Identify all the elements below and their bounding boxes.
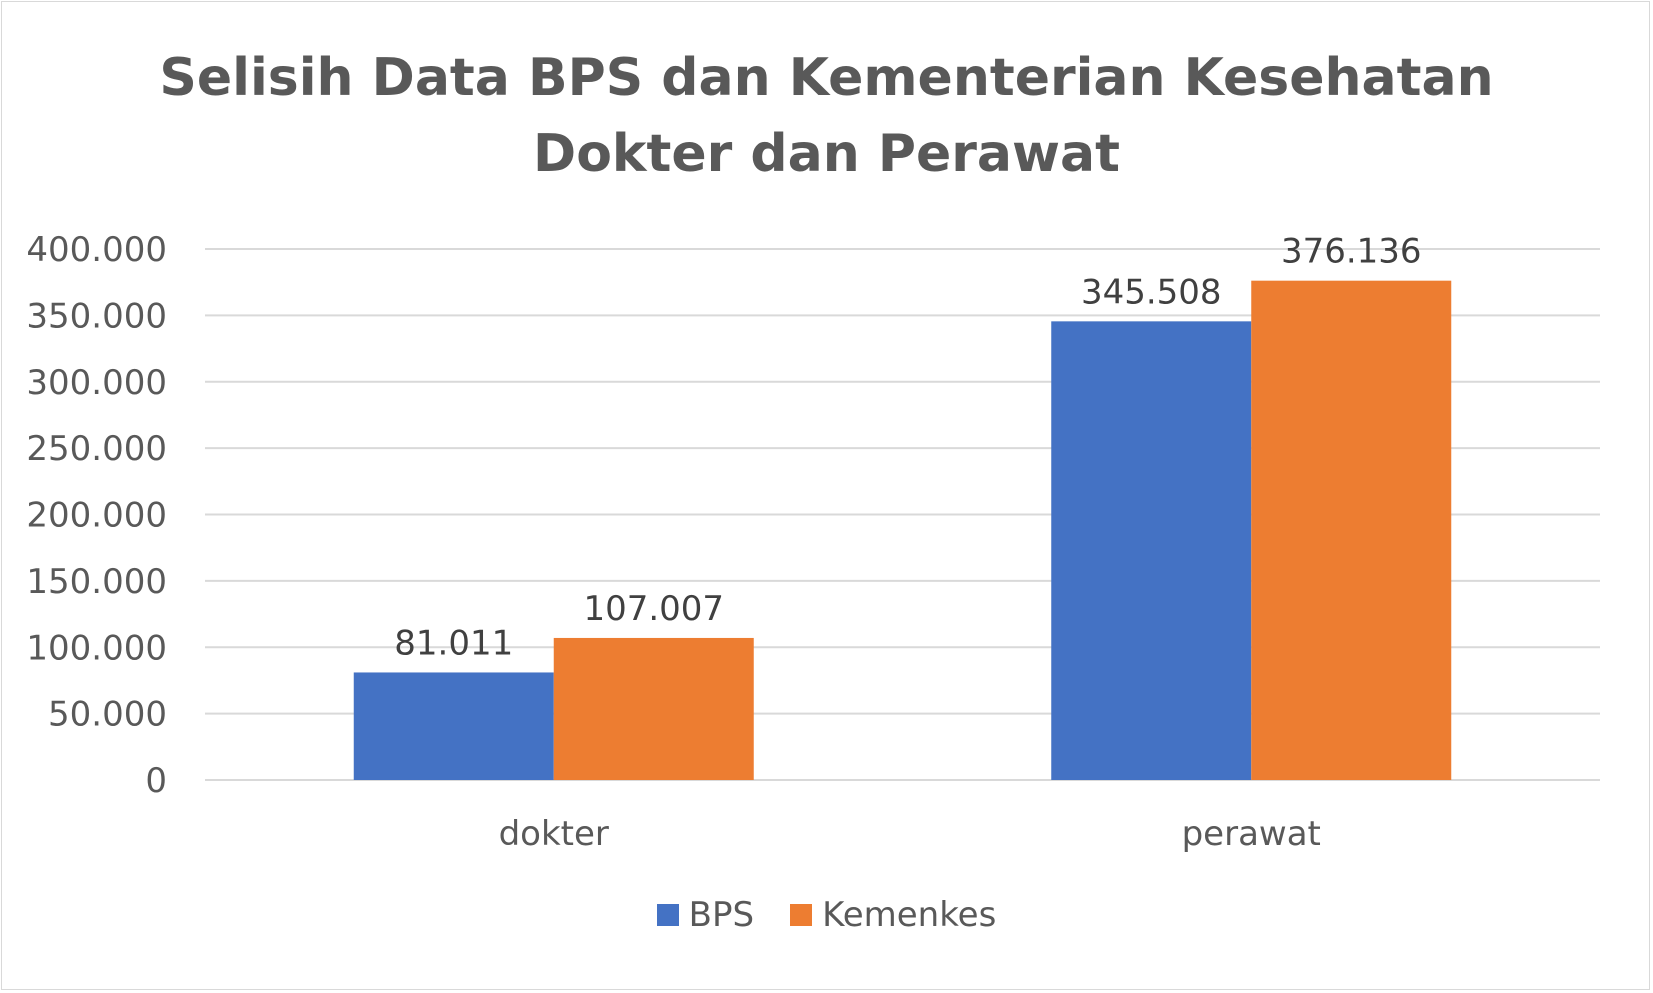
y-tick-label: 50.000 [48, 695, 167, 735]
data-label-bps-dokter: 81.011 [394, 623, 513, 663]
y-tick-label: 250.000 [26, 429, 167, 469]
x-tick-label-perawat: perawat [1182, 814, 1321, 854]
chart-title-line-1: Selisih Data BPS dan Kementerian Kesehat… [159, 48, 1494, 108]
y-tick-label: 200.000 [26, 496, 167, 536]
bar-bps-dokter[interactable] [353, 672, 554, 780]
data-labels: 81.011 107.007 345.508 376.136 [394, 232, 1421, 664]
legend-item-kemenkes[interactable]: Kemenkes [790, 895, 996, 935]
bar-kemenkes-dokter[interactable] [553, 637, 754, 780]
legend-swatch-bps [656, 904, 679, 926]
x-axis-tick-labels: dokter perawat [499, 814, 1321, 854]
x-tick-label-dokter: dokter [499, 814, 609, 854]
bars [353, 280, 1452, 780]
y-tick-label: 350.000 [26, 296, 167, 336]
y-tick-label: 100.000 [26, 628, 167, 668]
y-axis-tick-labels: 0 50.000 100.000 150.000 200.000 250.000 300.0… [26, 230, 167, 801]
legend-label-bps: BPS [688, 895, 755, 935]
bar-bps-perawat[interactable] [1051, 321, 1252, 780]
data-label-bps-perawat: 345.508 [1081, 272, 1222, 312]
legend-label-kemenkes: Kemenkes [822, 895, 997, 935]
y-tick-label: 400.000 [26, 230, 167, 270]
y-tick-label: 0 [145, 761, 167, 801]
legend-swatch-kemenkes [790, 904, 813, 926]
data-label-kemenkes-perawat: 376.136 [1281, 232, 1422, 272]
data-label-kemenkes-dokter: 107.007 [583, 589, 724, 629]
chart-title: Selisih Data BPS dan Kementerian Kesehat… [0, 40, 1653, 192]
bar-kemenkes-perawat[interactable] [1251, 280, 1452, 780]
chart-title-line-2: Dokter dan Perawat [533, 124, 1120, 184]
legend-item-bps[interactable]: BPS [656, 895, 755, 935]
y-tick-label: 300.000 [26, 363, 167, 403]
y-tick-label: 150.000 [26, 562, 167, 602]
legend: BPS Kemenkes [0, 895, 1653, 935]
